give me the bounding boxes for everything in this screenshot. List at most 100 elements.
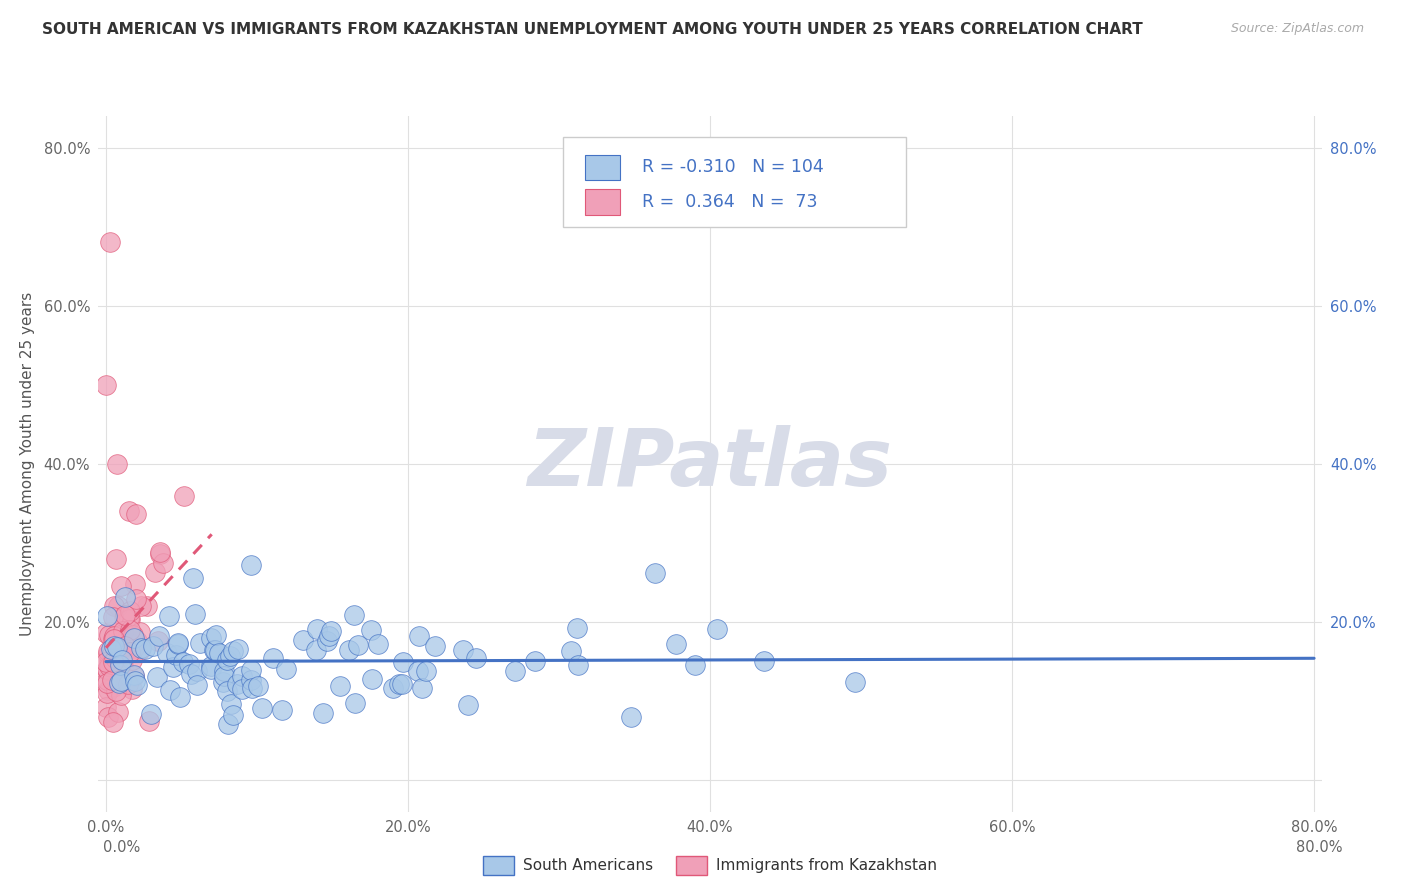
Point: [360, 623, 382, 637]
Point: [96, 655, 118, 669]
Point: [125, 592, 148, 607]
Point: [108, 657, 131, 672]
Point: [107, 706, 129, 720]
Point: [167, 637, 190, 651]
Point: [360, 673, 382, 687]
Point: [276, 662, 298, 676]
Point: [318, 630, 340, 644]
Point: [240, 673, 263, 687]
Point: [181, 572, 204, 586]
Point: [96, 673, 118, 688]
Point: [129, 599, 152, 614]
Point: [423, 639, 446, 653]
Point: [103, 639, 125, 653]
Point: [148, 629, 170, 643]
Point: [217, 684, 239, 698]
Point: [149, 545, 172, 559]
Point: [503, 664, 526, 678]
Point: [114, 607, 136, 622]
Text: R =  0.364   N =  73: R = 0.364 N = 73: [641, 193, 817, 211]
Bar: [585, 189, 620, 215]
Point: [180, 666, 202, 681]
Point: [706, 622, 728, 636]
Point: [101, 681, 124, 695]
Point: [101, 715, 124, 730]
Point: [162, 660, 184, 674]
Point: [217, 717, 239, 731]
Point: [200, 659, 222, 673]
Point: [100, 657, 122, 671]
Point: [110, 673, 132, 688]
Point: [184, 607, 207, 621]
Point: [312, 706, 335, 721]
Point: [159, 683, 181, 698]
Point: [124, 674, 146, 689]
Point: [97, 683, 120, 698]
Point: [134, 642, 156, 657]
Point: [97, 644, 120, 658]
Point: [98, 654, 121, 668]
Point: [204, 628, 226, 642]
Point: [208, 646, 231, 660]
Point: [305, 642, 328, 657]
Text: Source: ZipAtlas.com: Source: ZipAtlas.com: [1230, 22, 1364, 36]
Point: [222, 708, 245, 723]
Point: [103, 609, 125, 624]
Point: [118, 604, 141, 618]
Point: [118, 623, 141, 637]
Point: [329, 679, 352, 693]
Point: [240, 558, 263, 572]
Point: [124, 640, 146, 655]
Point: [101, 632, 124, 646]
Point: [752, 654, 775, 668]
Point: [103, 599, 125, 614]
Point: [411, 681, 433, 695]
Point: [620, 710, 643, 724]
Point: [124, 576, 146, 591]
Point: [392, 655, 415, 669]
Point: [111, 660, 134, 674]
Point: [103, 629, 125, 643]
Point: [221, 697, 243, 711]
Point: [104, 651, 127, 665]
Point: [204, 642, 226, 657]
Point: [110, 579, 132, 593]
Point: [683, 658, 706, 673]
Point: [107, 625, 129, 640]
Point: [149, 547, 172, 561]
Point: [165, 648, 187, 662]
Point: [121, 652, 143, 666]
Point: [173, 489, 195, 503]
Point: [100, 642, 122, 657]
Point: [391, 677, 413, 691]
Point: [120, 644, 142, 658]
Point: [98, 235, 121, 250]
Point: [103, 655, 125, 669]
Point: [222, 644, 245, 658]
Point: [118, 612, 141, 626]
Point: [212, 664, 235, 678]
Point: [451, 642, 474, 657]
Point: [186, 665, 208, 679]
Y-axis label: Unemployment Among Youth under 25 years: Unemployment Among Youth under 25 years: [20, 292, 35, 636]
Point: [388, 676, 411, 690]
Text: 80.0%: 80.0%: [1296, 840, 1343, 855]
Point: [125, 507, 148, 521]
Text: R = -0.310   N = 104: R = -0.310 N = 104: [641, 158, 824, 177]
Point: [200, 662, 222, 676]
Point: [172, 655, 194, 669]
Point: [101, 647, 124, 661]
Point: [122, 631, 145, 645]
Point: [347, 638, 370, 652]
Point: [125, 633, 148, 648]
Point: [344, 697, 367, 711]
Point: [408, 629, 430, 643]
Point: [169, 690, 191, 704]
Point: [644, 566, 666, 580]
Point: [143, 565, 166, 579]
Point: [101, 673, 124, 687]
Point: [305, 623, 328, 637]
Point: [97, 647, 120, 661]
Point: [567, 657, 589, 672]
Point: [122, 667, 145, 681]
